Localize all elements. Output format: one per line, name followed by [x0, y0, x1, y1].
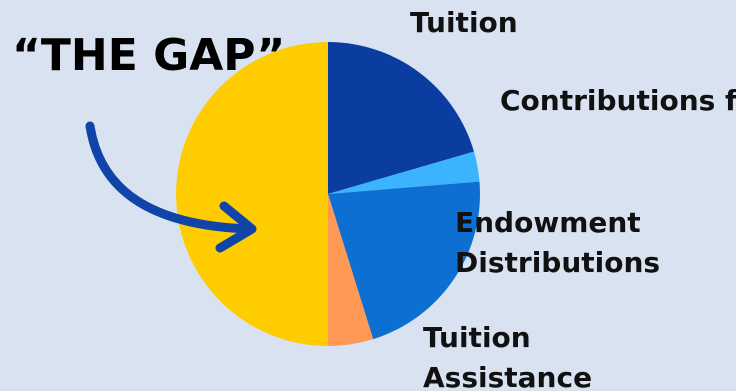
pie-slices [176, 42, 480, 346]
pie-slice-1 [328, 151, 480, 194]
label-tuition-assistance: Tuition Assistance [423, 321, 592, 391]
label-tuition: Tuition [410, 6, 518, 39]
label-contributions-from-parishes: Contributions from parishes [500, 84, 736, 117]
pie-slice-2 [328, 181, 480, 340]
pie-slice-0 [328, 42, 474, 194]
arrow-curve-icon [85, 121, 257, 253]
label-endowment-distributions: Endowment Distributions [455, 206, 660, 279]
pie-slice-3 [328, 194, 374, 346]
pie-slice-4 [176, 42, 328, 346]
gap-callout-label: “THE GAP” [12, 30, 285, 81]
